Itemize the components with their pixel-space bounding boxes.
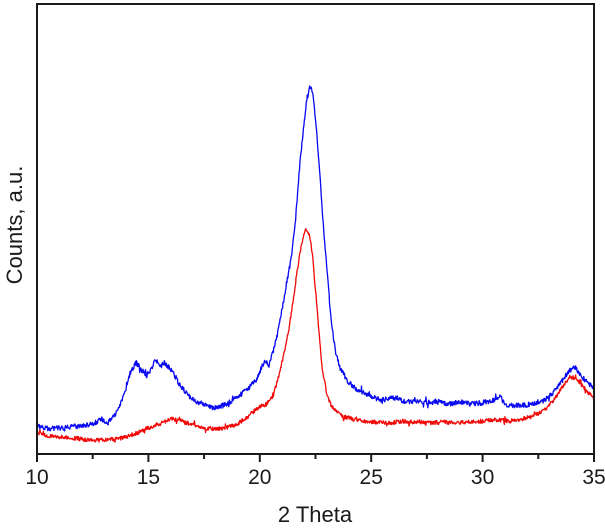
- x-axis-title: 2 Theta: [278, 502, 353, 527]
- x-axis-tick-labels: 10 15 20 25 30 35: [25, 466, 605, 489]
- y-axis-title: Counts, a.u.: [2, 166, 27, 285]
- x-tick-label: 35: [582, 466, 605, 489]
- x-tick-label: 30: [471, 466, 494, 489]
- x-tick-label: 20: [248, 466, 271, 489]
- red-pattern-line: [36, 228, 595, 443]
- x-axis-ticks: [36, 454, 595, 462]
- x-tick-label: 25: [360, 466, 383, 489]
- blue-pattern-line: [36, 85, 595, 432]
- series-lines: [36, 85, 595, 443]
- plot-border: [36, 3, 595, 455]
- x-tick-label: 15: [137, 466, 160, 489]
- x-tick-label: 10: [25, 466, 48, 489]
